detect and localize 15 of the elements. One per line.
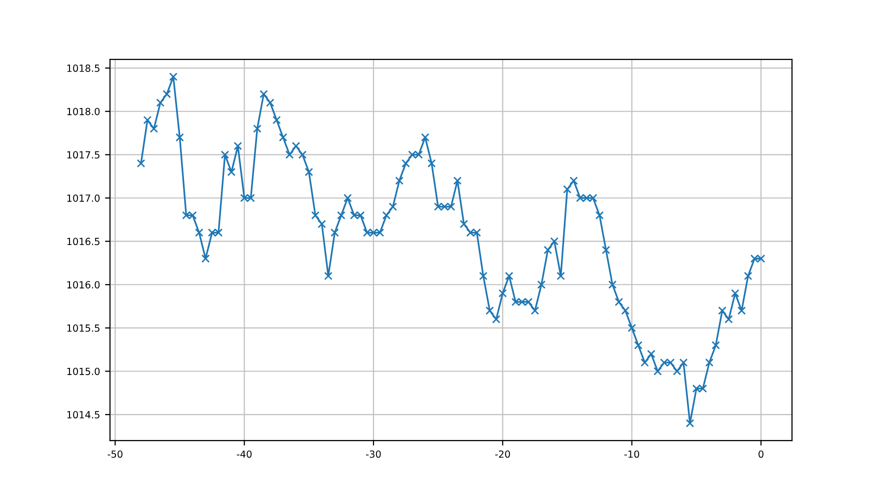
y-tick-label: 1014.5 (67, 411, 100, 418)
y-tick-label: 1015.5 (67, 324, 100, 332)
y-tick-label: 1018.0 (67, 108, 100, 116)
y-tick-label: 1017.5 (67, 151, 100, 159)
x-tick-label: -20 (495, 450, 510, 458)
x-tick-label: -30 (366, 450, 381, 458)
y-tick-label: 1018.5 (67, 64, 100, 72)
x-tick-label: -40 (236, 450, 252, 458)
y-tick-label: 1015.0 (67, 368, 100, 376)
y-tick-label: 1016.0 (67, 281, 100, 288)
x-tick-label: -10 (624, 450, 640, 458)
x-tick-label: 0 (758, 450, 764, 458)
y-tick-label: 1016.5 (67, 238, 100, 246)
x-tick-label: -50 (108, 450, 122, 458)
y-tick-label: 1017.0 (67, 194, 100, 202)
